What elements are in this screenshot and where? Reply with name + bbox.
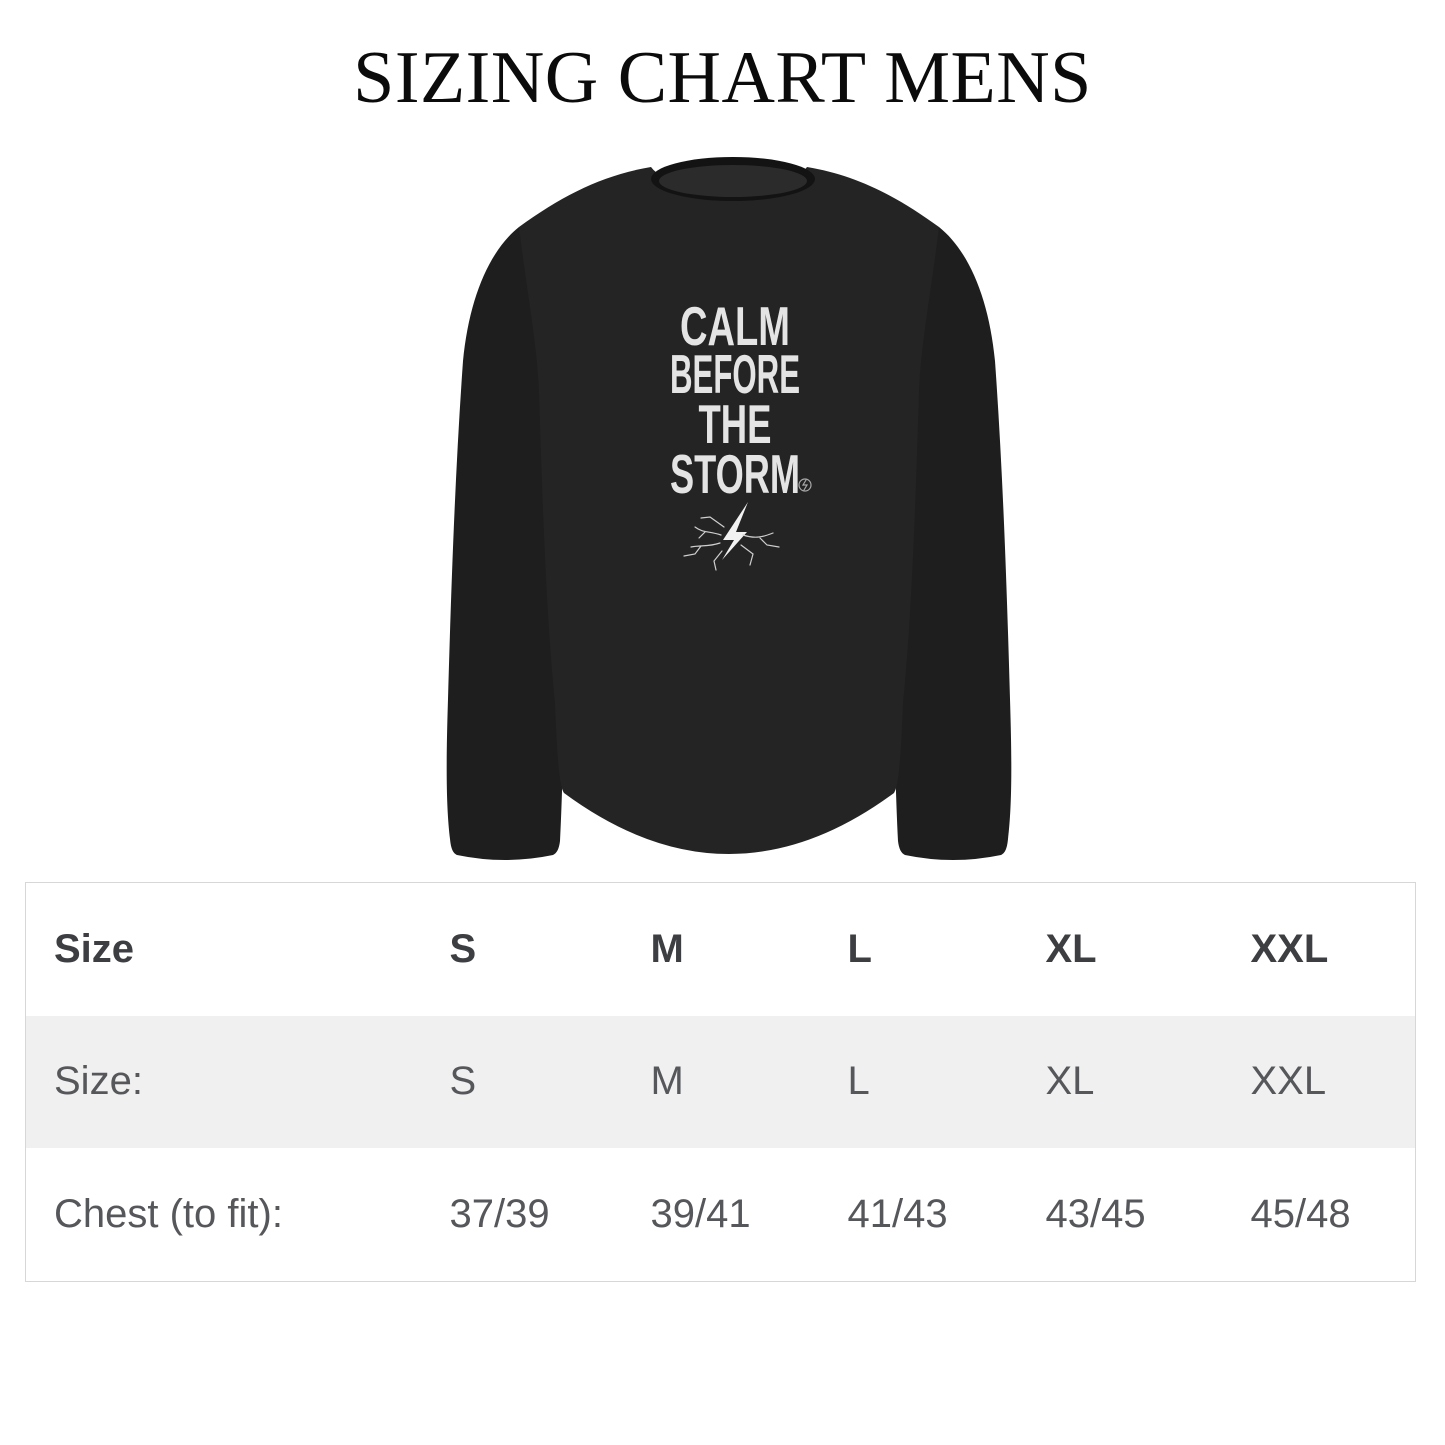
cell-size-m: M [650,1059,684,1103]
cell-size-xl: XL [1045,1059,1095,1103]
table-row-size: Size: S M L XL XXL [25,1015,1416,1148]
cell-chest-s: 37/39 [449,1191,550,1236]
cell-chest-xl: 43/45 [1045,1191,1146,1236]
shirt-print: CALM BEFORE THE STORM [670,295,812,571]
col-header-m: M [650,926,684,971]
col-header-size: Size [54,926,135,971]
col-header-l: L [847,926,872,971]
col-header-xxl: XXL [1250,926,1329,971]
cell-size-s: S [449,1059,477,1103]
table-header-row: Size S M L XL XXL [26,883,1416,1016]
size-chart-table: Size S M L XL XXL Size: S M L XL XXL Che… [25,882,1416,1282]
lightning-bolt-icon [683,502,780,571]
table-row-chest: Chest (to fit): 37/39 39/41 41/43 43/45 … [25,1147,1416,1282]
print-line-1: CALM [680,295,790,357]
trademark-icon [798,478,812,492]
shirt-collar-inner [659,165,807,197]
cell-size-l: L [847,1059,870,1103]
row-label: Chest (to fit): [54,1191,283,1236]
shirt-graphic: CALM BEFORE THE STORM [446,157,1012,860]
product-image: CALM BEFORE THE STORM [433,143,1013,867]
print-line-2: BEFORE [670,343,800,405]
col-header-xl: XL [1045,926,1097,971]
cell-chest-xxl: 45/48 [1250,1191,1351,1236]
cell-size-xxl: XXL [1250,1059,1327,1103]
row-label: Size: [54,1059,143,1103]
col-header-s: S [449,926,477,971]
cell-chest-l: 41/43 [847,1191,948,1236]
print-line-3: THE [699,393,772,455]
print-line-4: STORM [670,443,800,505]
shirt-body [519,167,939,854]
cell-chest-m: 39/41 [650,1191,751,1236]
page-title: SIZING CHART MENS [353,37,1092,119]
